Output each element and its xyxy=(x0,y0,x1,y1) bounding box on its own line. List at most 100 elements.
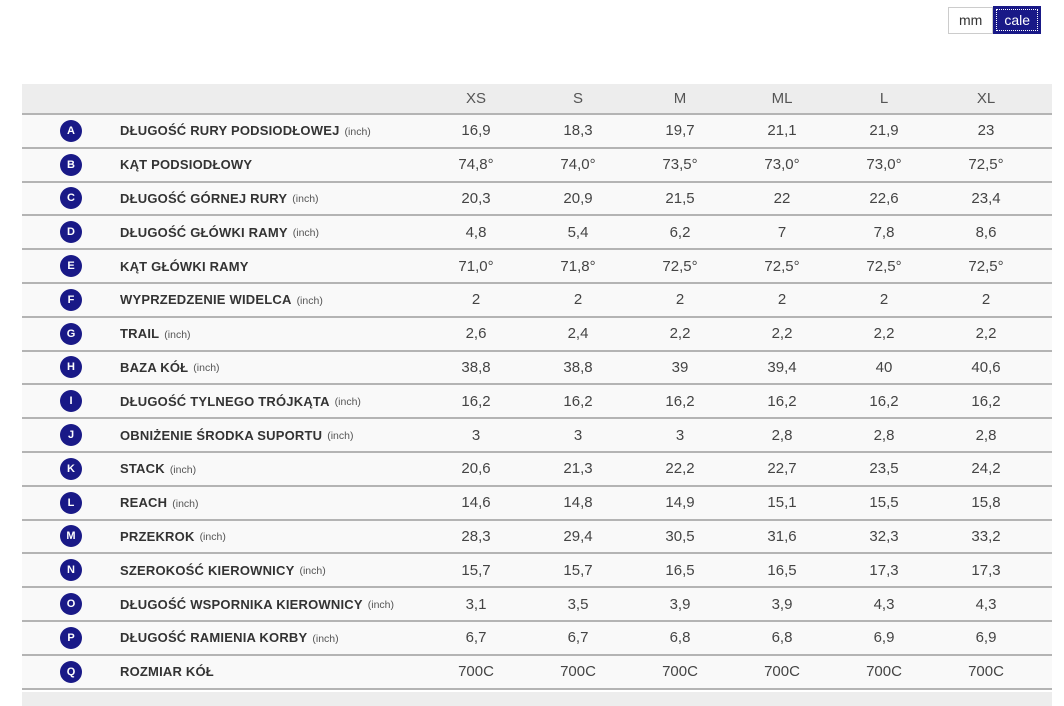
unit-cale-button[interactable]: cale xyxy=(993,6,1041,34)
size-column-header: XS xyxy=(425,84,527,114)
value-cell: 28,3 xyxy=(425,518,527,554)
table-row: K STACK (inch) 20,6 21,3 22,2 22,7 23,5 24,2 xyxy=(22,450,1052,486)
value-cell: 6,8 xyxy=(629,619,731,655)
value-cell: 3 xyxy=(527,417,629,452)
value-cell: 700C xyxy=(425,653,527,690)
value-cell: 2 xyxy=(833,281,935,317)
value-cell: 73,5° xyxy=(629,146,731,182)
row-unit: (inch) xyxy=(367,599,394,612)
value-cell: 21,5 xyxy=(629,180,731,216)
row-letter-badge: H xyxy=(60,356,82,379)
table-row: B KĄT PODSIODŁOWY 74,8° 74,0° 73,5° 73,0° 73… xyxy=(22,146,1052,182)
value-cell: 22,6 xyxy=(833,180,935,216)
value-cell: 19,7 xyxy=(629,113,731,148)
value-cell: 2 xyxy=(935,281,1052,317)
table-row: L REACH (inch) 14,6 14,8 14,9 15,1 15,5 15,8 xyxy=(22,484,1052,520)
value-cell: 16,2 xyxy=(425,383,527,419)
value-cell: 73,0° xyxy=(833,146,935,182)
value-cell: 23 xyxy=(935,113,1052,148)
value-cell: 40 xyxy=(833,349,935,385)
value-cell: 15,7 xyxy=(527,552,629,588)
value-cell: 72,5° xyxy=(833,248,935,283)
value-cell: 15,7 xyxy=(425,552,527,588)
unit-mm-button[interactable]: mm xyxy=(947,7,994,34)
value-cell: 22 xyxy=(731,180,833,216)
row-unit: (inch) xyxy=(193,362,220,375)
value-cell: 4,3 xyxy=(935,586,1052,621)
value-cell: 23,5 xyxy=(833,450,935,486)
value-cell: 2,4 xyxy=(527,315,629,351)
table-row: D DŁUGOŚĆ GŁÓWKI RAMY (inch) 4,8 5,4 6,2 7 7… xyxy=(22,214,1052,250)
size-header-row: XS S M ML L XL xyxy=(22,84,1052,114)
value-cell: 2,8 xyxy=(731,417,833,452)
row-label: STACK xyxy=(120,461,165,477)
row-label: REACH xyxy=(120,495,168,511)
value-cell: 7 xyxy=(731,214,833,250)
value-cell: 700C xyxy=(527,653,629,690)
value-cell: 20,9 xyxy=(527,180,629,216)
value-cell: 16,2 xyxy=(833,383,935,419)
value-cell: 39,4 xyxy=(731,349,833,385)
value-cell: 3 xyxy=(425,417,527,452)
row-unit: (inch) xyxy=(199,531,226,544)
value-cell: 20,6 xyxy=(425,450,527,486)
value-cell: 6,9 xyxy=(935,619,1052,655)
value-cell: 33,2 xyxy=(935,518,1052,554)
row-letter-badge: K xyxy=(60,457,82,480)
value-cell: 2,8 xyxy=(833,417,935,452)
size-column-header: S xyxy=(527,84,629,114)
row-label: ROZMIAR KÓŁ xyxy=(120,664,214,680)
row-letter-badge: D xyxy=(60,221,82,244)
value-cell: 2 xyxy=(629,281,731,317)
row-unit: (inch) xyxy=(164,328,191,341)
value-cell: 20,3 xyxy=(425,180,527,216)
value-cell: 71,8° xyxy=(527,248,629,283)
value-cell: 16,2 xyxy=(527,383,629,419)
table-row: J OBNIŻENIE ŚRODKA SUPORTU (inch) 3 3 3 2,8… xyxy=(22,417,1052,452)
table-row: O DŁUGOŚĆ WSPORNIKA KIEROWNICY (inch) 3,… xyxy=(22,586,1052,621)
value-cell: 38,8 xyxy=(425,349,527,385)
value-cell: 700C xyxy=(629,653,731,690)
size-column-header: M xyxy=(629,84,731,114)
value-cell: 72,5° xyxy=(935,248,1052,283)
value-cell: 17,3 xyxy=(935,552,1052,588)
row-label: TRAIL xyxy=(120,326,160,342)
row-label: OBNIŻENIE ŚRODKA SUPORTU xyxy=(120,427,323,443)
table-row: H BAZA KÓŁ (inch) 38,8 38,8 39 39,4 40 40,6 xyxy=(22,349,1052,385)
value-cell: 31,6 xyxy=(731,518,833,554)
row-letter-badge: O xyxy=(60,593,82,616)
value-cell: 3,5 xyxy=(527,586,629,621)
row-unit: (inch) xyxy=(292,193,319,206)
row-label: PRZEKROK xyxy=(120,528,195,544)
row-letter-badge: M xyxy=(60,525,82,548)
row-letter-badge: B xyxy=(60,153,82,176)
table-footer-strip xyxy=(22,692,1052,706)
row-label: DŁUGOŚĆ RAMIENIA KORBY xyxy=(120,630,308,646)
value-cell: 2 xyxy=(527,281,629,317)
row-letter-badge: Q xyxy=(60,660,82,683)
row-letter-badge: P xyxy=(60,626,82,649)
value-cell: 16,5 xyxy=(629,552,731,588)
value-cell: 700C xyxy=(833,653,935,690)
row-label: DŁUGOŚĆ RURY PODSIODŁOWEJ xyxy=(120,123,340,139)
row-letter-badge: N xyxy=(60,559,82,582)
value-cell: 2 xyxy=(731,281,833,317)
value-cell: 18,3 xyxy=(527,113,629,148)
row-label: DŁUGOŚĆ WSPORNIKA KIEROWNICY xyxy=(120,596,363,612)
value-cell: 2,2 xyxy=(833,315,935,351)
row-label: DŁUGOŚĆ GŁÓWKI RAMY xyxy=(120,224,288,240)
value-cell: 4,8 xyxy=(425,214,527,250)
value-cell: 71,0° xyxy=(425,248,527,283)
row-label: DŁUGOŚĆ TYLNEGO TRÓJKĄTA xyxy=(120,393,330,409)
value-cell: 15,8 xyxy=(935,484,1052,520)
row-label: KĄT PODSIODŁOWY xyxy=(120,157,253,173)
table-row: E KĄT GŁÓWKI RAMY 71,0° 71,8° 72,5° 72,5° 72… xyxy=(22,248,1052,283)
value-cell: 3,9 xyxy=(629,586,731,621)
row-unit: (inch) xyxy=(312,632,339,645)
geometry-table-body: A DŁUGOŚĆ RURY PODSIODŁOWEJ (inch) 16,9 1… xyxy=(22,113,1052,690)
value-cell: 16,5 xyxy=(731,552,833,588)
row-letter-badge: C xyxy=(60,187,82,210)
value-cell: 21,3 xyxy=(527,450,629,486)
value-cell: 7,8 xyxy=(833,214,935,250)
